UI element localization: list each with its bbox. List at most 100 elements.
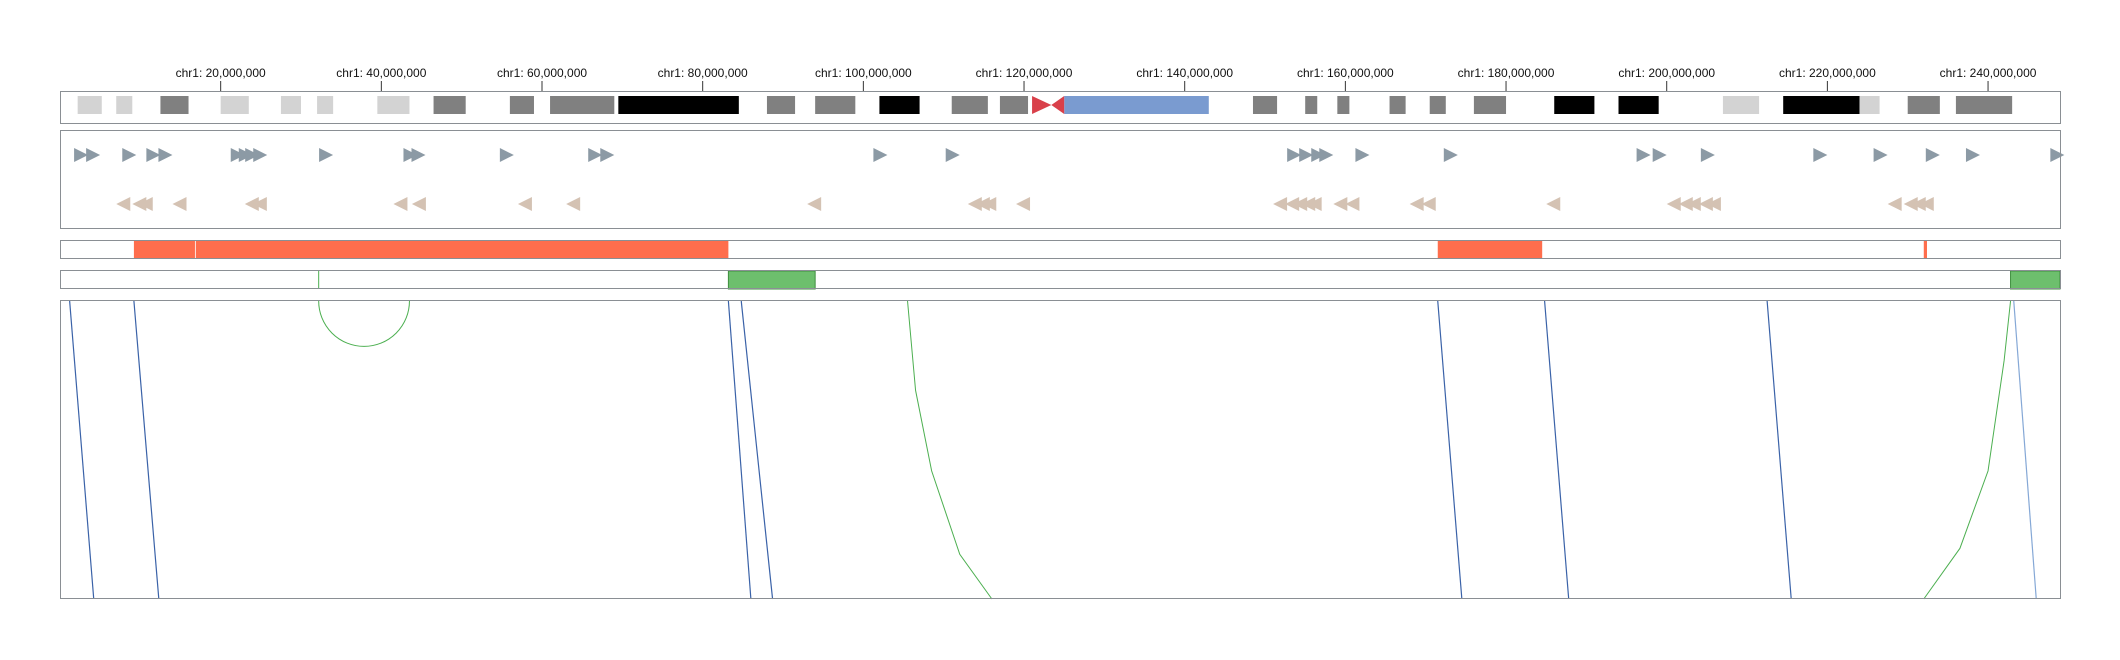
reverse-strand-glyph — [1903, 197, 1918, 211]
chromosome-ideogram — [77, 96, 2013, 114]
ideogram-band — [951, 96, 988, 114]
axis-tick-label: chr1: 180,000,000 — [1458, 66, 1555, 80]
link-track-frame — [60, 300, 2061, 599]
axis-tick-label: chr1: 120,000,000 — [976, 66, 1073, 80]
region-a-block — [133, 241, 195, 259]
forward-strand-glyph — [1636, 148, 1651, 162]
strand-track-frame — [60, 130, 2061, 229]
reverse-strand-glyph — [1546, 197, 1561, 211]
ideogram-band — [116, 96, 133, 114]
ideogram-band — [509, 96, 534, 114]
ideogram-band — [377, 96, 410, 114]
forward-strand-glyph — [945, 148, 960, 162]
forward-strand-glyph — [499, 148, 514, 162]
reverse-strand-glyph — [1678, 197, 1693, 211]
reverse-strand-glyph — [172, 197, 187, 211]
forward-strand-glyph — [74, 148, 89, 162]
ideogram-band — [550, 96, 615, 114]
ideogram-band — [1907, 96, 1940, 114]
reverse-strand-glyph — [116, 197, 131, 211]
forward-strand-glyph — [2050, 148, 2065, 162]
forward-strand-glyph — [1319, 148, 1334, 162]
reverse-strand-glyph — [411, 197, 426, 211]
region-track-b-frame — [60, 270, 2061, 289]
ideogram-band — [77, 96, 102, 114]
forward-strand-glyph — [1873, 148, 1888, 162]
forward-strand-glyph — [253, 148, 268, 162]
region-b-block — [2010, 270, 2061, 290]
reverse-strand-glyph — [1887, 197, 1902, 211]
reverse-strand-glyph — [1285, 197, 1300, 211]
axis-tick-label: chr1: 200,000,000 — [1618, 66, 1715, 80]
ideogram-band — [879, 96, 920, 114]
link-line — [1543, 300, 1570, 600]
link-track — [69, 300, 2037, 600]
centromere-p-arm — [1032, 96, 1052, 114]
forward-strand-glyph — [1700, 148, 1715, 162]
forward-strand-glyph — [1443, 148, 1458, 162]
ideogram-band — [1618, 96, 1659, 114]
link-line — [69, 300, 95, 600]
region-track-a-frame — [60, 240, 2061, 259]
ideogram-band — [1429, 96, 1446, 114]
centromere-q-arm — [1051, 96, 1065, 114]
ideogram-band — [1554, 96, 1595, 114]
ideogram-band — [1305, 96, 1318, 114]
axis-tick-label: chr1: 40,000,000 — [336, 66, 426, 80]
axis-tick-label: chr1: 220,000,000 — [1779, 66, 1876, 80]
region-a-block — [1923, 241, 1927, 259]
ideogram-band — [1252, 96, 1278, 114]
genomic-axis: chr1: 20,000,000 chr1: 40,000,000 chr1: 60… — [176, 66, 2037, 91]
forward-strand-glyph — [1299, 148, 1314, 162]
reverse-strand-glyph — [1919, 197, 1934, 211]
reverse-strand-glyph — [393, 197, 408, 211]
link-line — [1766, 300, 1792, 600]
axis-tick-label: chr1: 240,000,000 — [1940, 66, 2037, 80]
reverse-strand-glyph — [1698, 197, 1713, 211]
forward-strand-glyph — [588, 148, 603, 162]
axis-tick-label: chr1: 140,000,000 — [1136, 66, 1233, 80]
reverse-strand-glyph — [1016, 197, 1031, 211]
forward-strand-glyph — [86, 148, 101, 162]
forward-strand-glyph — [1355, 148, 1370, 162]
reverse-strand-glyph — [517, 197, 532, 211]
reverse-strand-glyph — [1421, 197, 1436, 211]
reverse-strand-glyph — [138, 197, 153, 211]
ideogram-band — [1859, 96, 1880, 114]
axis-tick-label: chr1: 100,000,000 — [815, 66, 912, 80]
ideogram-band — [1783, 96, 1860, 114]
ideogram-band — [766, 96, 796, 114]
curve-link — [1923, 300, 2012, 600]
reverse-strand-glyph — [244, 197, 259, 211]
forward-strand-glyph — [1311, 148, 1326, 162]
reverse-strand-glyph — [1293, 197, 1308, 211]
ideogram-band — [317, 96, 334, 114]
link-line — [1437, 300, 1463, 600]
region-a-block — [1437, 241, 1543, 259]
ideogram-band — [220, 96, 249, 114]
forward-strand-glyph — [1287, 148, 1302, 162]
reverse-strand-glyph — [1666, 197, 1681, 211]
ideogram-band — [1722, 96, 1760, 114]
strand-track — [74, 148, 2065, 211]
ideogram-band — [1955, 96, 2013, 114]
reverse-strand-glyph — [1273, 197, 1288, 211]
reverse-strand-glyph — [982, 197, 997, 211]
reverse-strand-glyph — [807, 197, 822, 211]
ideogram-band — [1473, 96, 1507, 114]
axis-tick-label: chr1: 60,000,000 — [497, 66, 587, 80]
forward-strand-glyph — [245, 148, 260, 162]
region-b-block — [727, 270, 816, 290]
forward-strand-glyph — [146, 148, 161, 162]
region-a-block — [195, 241, 729, 259]
forward-strand-glyph — [158, 148, 173, 162]
arc-link — [318, 300, 410, 347]
reverse-strand-glyph — [1706, 197, 1721, 211]
reverse-strand-glyph — [566, 197, 581, 211]
axis-tick-label: chr1: 80,000,000 — [658, 66, 748, 80]
reverse-strand-glyph — [1333, 197, 1348, 211]
region-track-b — [318, 270, 2061, 290]
reverse-strand-glyph — [1686, 197, 1701, 211]
axis-tick-label: chr1: 20,000,000 — [176, 66, 266, 80]
